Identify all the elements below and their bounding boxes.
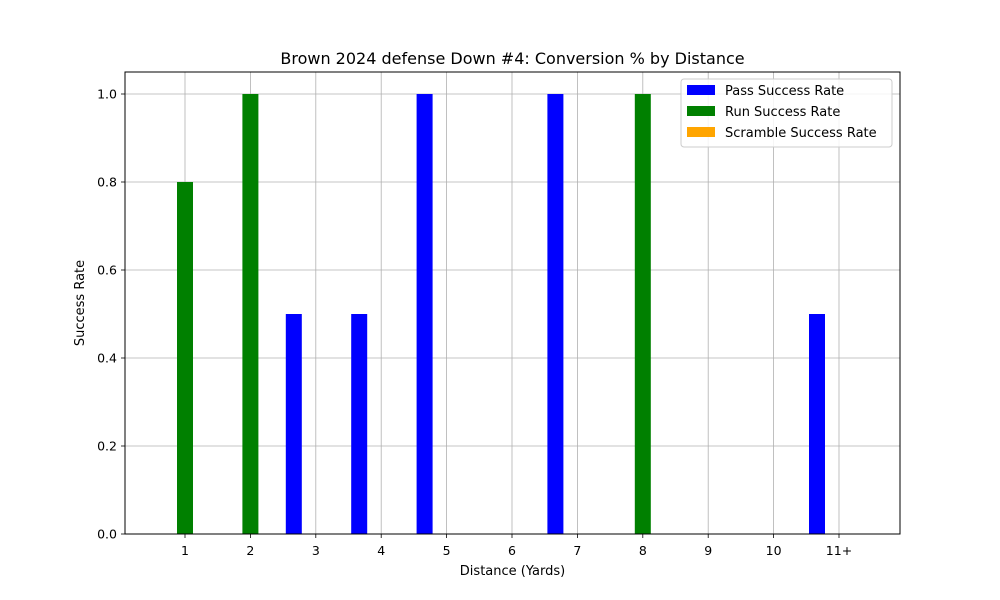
x-tick-label: 7	[573, 543, 581, 558]
bar-pass-success-rate-11plus	[809, 314, 825, 534]
legend: Pass Success Rate Run Success Rate Scrambl…	[680, 78, 893, 148]
x-tick-label: 10	[766, 543, 782, 558]
y-axis-title: Success Rate	[73, 260, 88, 346]
y-tick-label: 0.2	[97, 439, 117, 454]
x-axis-title: Distance (Yards)	[460, 564, 565, 579]
bar-run-success-rate-8	[634, 94, 651, 534]
y-tick-label: 0.4	[97, 351, 117, 366]
x-tick-label: 9	[704, 543, 712, 558]
legend-swatch	[687, 85, 715, 95]
bar-layer	[177, 94, 825, 534]
x-tick-label: 3	[312, 543, 320, 558]
bar-pass-success-rate-3	[285, 314, 302, 534]
x-tick-label: 5	[443, 543, 451, 558]
legend-label: Run Success Rate	[725, 105, 840, 120]
y-tick-label: 0.8	[97, 175, 117, 190]
tick-layer: 1 2 3 4 5 6 7 8 9 10 11+ 0.0 0.2 0.4 0.6 0.8 1.0	[97, 87, 852, 559]
y-tick-label: 0.6	[97, 263, 117, 278]
x-tick-label: 4	[377, 543, 385, 558]
x-tick-label: 1	[181, 543, 189, 558]
legend-label: Pass Success Rate	[725, 84, 844, 99]
y-tick-label: 0.0	[97, 527, 117, 542]
legend-box	[680, 78, 893, 148]
x-tick-label: 11+	[826, 543, 852, 558]
bar-pass-success-rate-5	[416, 94, 433, 534]
x-tick-label: 8	[639, 543, 647, 558]
bar-run-success-rate-1	[177, 182, 193, 534]
plot-frame	[124, 71, 901, 535]
chart-title: Brown 2024 defense Down #4: Conversion %…	[280, 49, 744, 68]
x-tick-label: 6	[508, 543, 516, 558]
bar-run-success-rate-2	[242, 94, 259, 534]
x-tick-label: 2	[246, 543, 254, 558]
y-tick-label: 1.0	[97, 87, 117, 102]
bar-pass-success-rate-4	[351, 314, 368, 534]
bar-pass-success-rate-7	[547, 94, 564, 534]
legend-swatch	[687, 127, 715, 137]
legend-swatch	[687, 106, 715, 116]
legend-label: Scramble Success Rate	[725, 126, 877, 141]
